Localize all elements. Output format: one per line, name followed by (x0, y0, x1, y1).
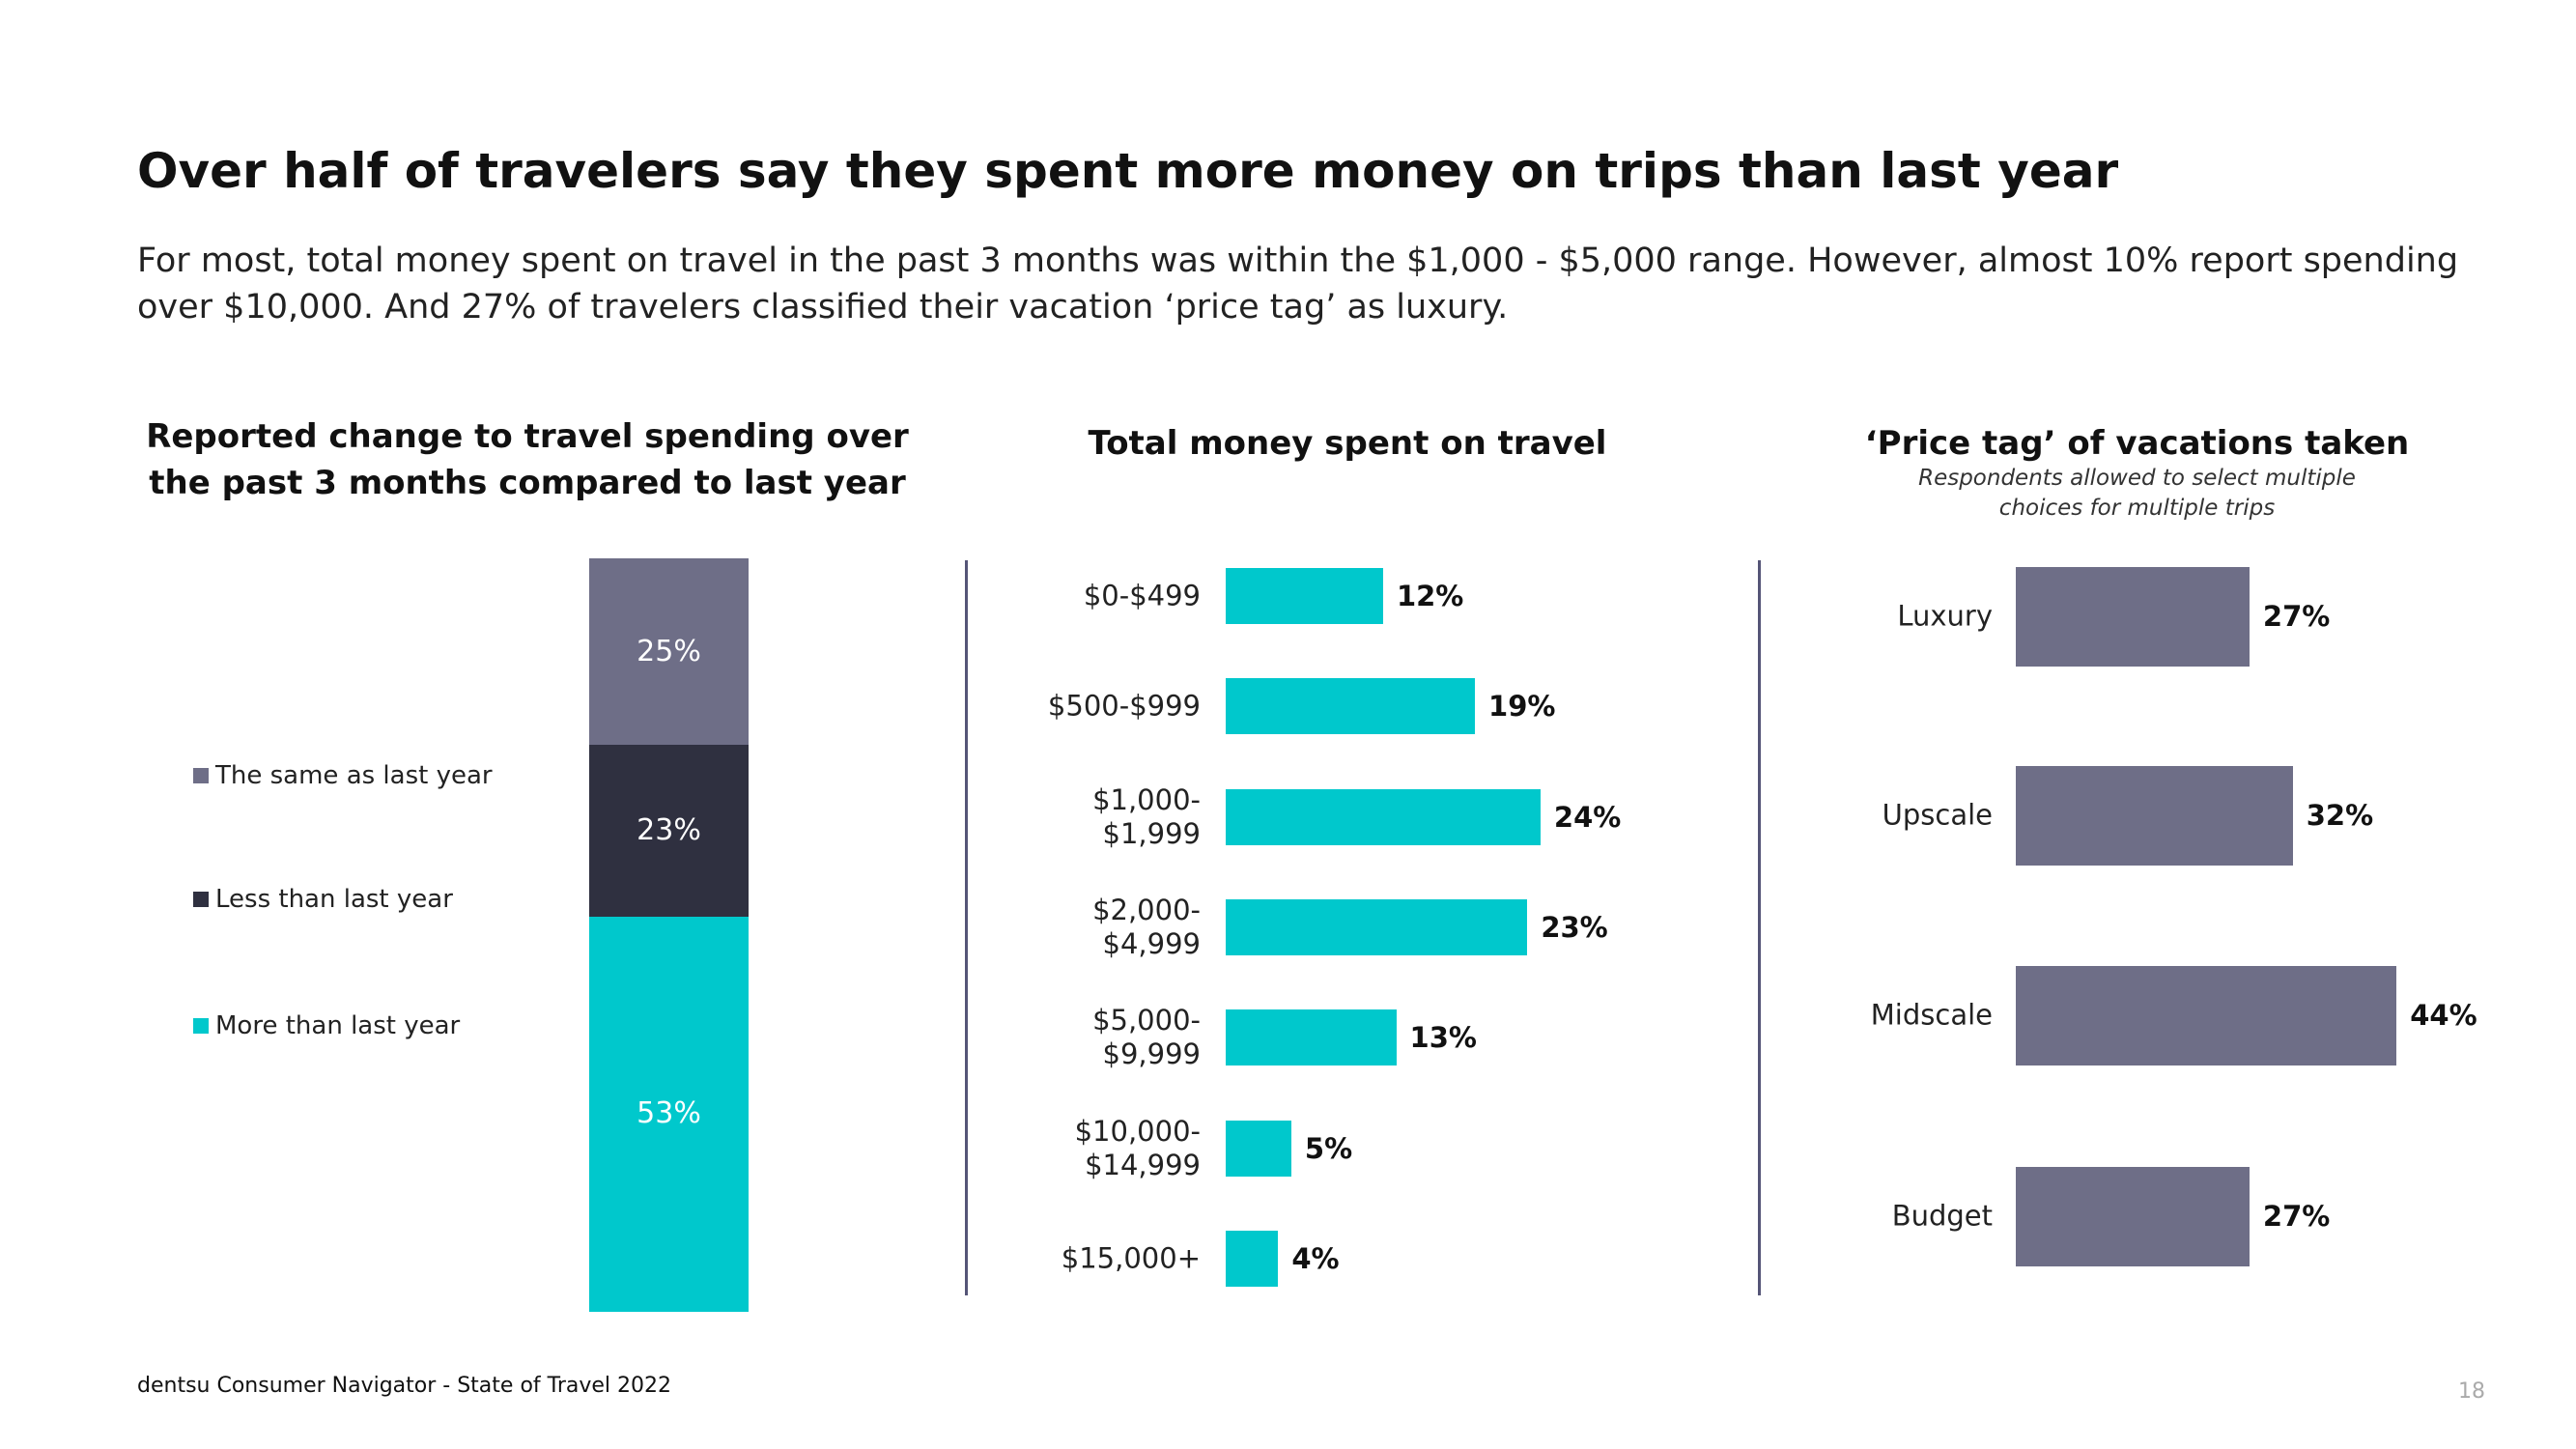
bar (1226, 1121, 1291, 1177)
bar (2016, 1166, 2250, 1266)
divider (1758, 560, 1761, 1295)
bar-segment (589, 558, 749, 746)
data-label: 44% (2410, 999, 2477, 1032)
data-label: 27% (2262, 1200, 2331, 1233)
legend-label: Less than last year (215, 885, 453, 914)
bar (1226, 1231, 1279, 1287)
bar (1226, 899, 1528, 955)
bar (1226, 678, 1476, 734)
footer-source: dentsu Consumer Navigator - State of Tra… (137, 1374, 672, 1398)
data-label: 19% (1488, 690, 1556, 723)
legend-swatch (193, 892, 209, 907)
data-label: 27% (2262, 600, 2331, 633)
category-label: Budget (1891, 1199, 1993, 1233)
category-label: Upscale (1882, 798, 1993, 832)
bar (2016, 965, 2397, 1065)
bar (1226, 568, 1383, 624)
category-label: $15,000+ (1061, 1241, 1201, 1275)
bar (2016, 765, 2293, 866)
data-label: 25% (637, 634, 701, 668)
bar (2016, 566, 2250, 667)
chart-title: Reported change to travel spending over … (146, 417, 909, 502)
category-label: Luxury (1897, 599, 1993, 633)
slide-subtitle: For most, total money spent on travel in… (137, 242, 2459, 327)
page-number: 18 (2458, 1379, 2485, 1404)
category-label: $5,000- $9,999 (1092, 1004, 1201, 1070)
legend-label: More than last year (215, 1011, 461, 1040)
data-label: 4% (1291, 1242, 1340, 1275)
slide-title: Over half of travelers say they spent mo… (137, 143, 2119, 199)
bar (1226, 789, 1541, 845)
category-label: $0-$499 (1083, 579, 1201, 612)
category-label: Midscale (1870, 998, 1993, 1032)
data-label: 24% (1553, 801, 1622, 834)
data-label: 13% (1409, 1021, 1477, 1054)
data-label: 23% (637, 812, 701, 847)
chart-title: Total money spent on travel (1088, 424, 1607, 463)
data-label: 23% (1541, 911, 1608, 944)
data-label: 53% (637, 1096, 701, 1131)
category-label: $2,000- $4,999 (1092, 894, 1201, 960)
bar-segment (589, 916, 749, 1312)
data-label: 32% (2306, 799, 2374, 832)
chart-title: ‘Price tag’ of vacations taken (1864, 424, 2410, 463)
data-label: 5% (1304, 1132, 1353, 1165)
chart-subtitle: Respondents allowed to select multiple c… (1918, 466, 2356, 521)
legend-label: The same as last year (215, 761, 493, 790)
category-label: $10,000- $14,999 (1074, 1115, 1201, 1181)
data-label: 12% (1396, 580, 1464, 612)
category-label: $1,000- $1,999 (1092, 783, 1201, 850)
legend-swatch (193, 768, 209, 783)
divider (965, 560, 968, 1295)
bar-segment (589, 745, 749, 917)
legend-swatch (193, 1018, 209, 1034)
category-label: $500-$999 (1047, 689, 1201, 723)
bar (1226, 1009, 1397, 1065)
